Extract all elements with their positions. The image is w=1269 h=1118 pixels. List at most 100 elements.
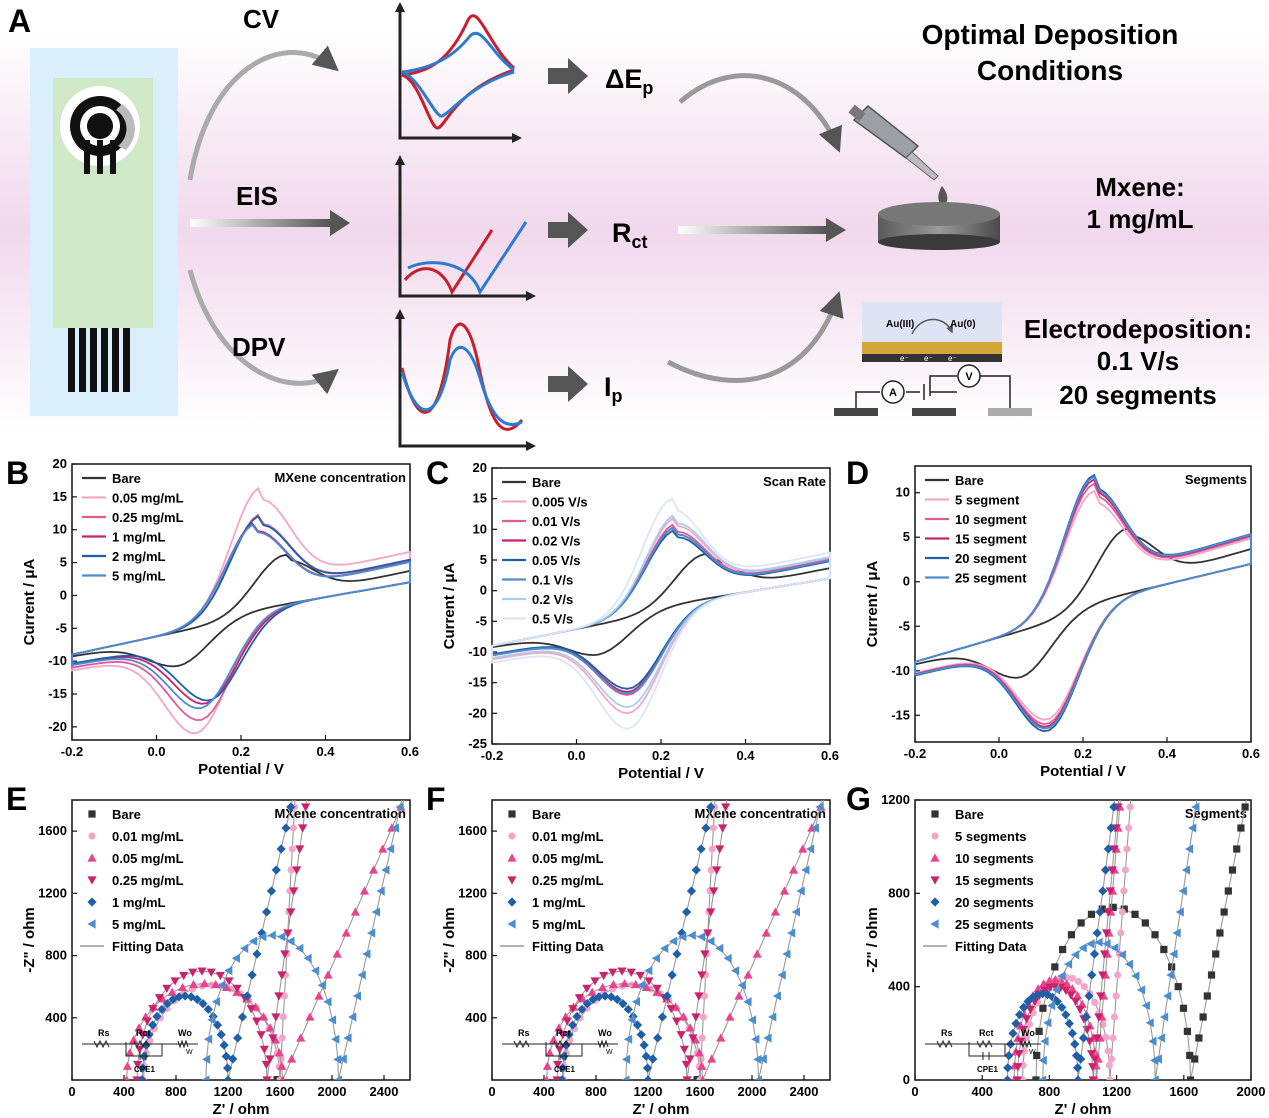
data-point [777,970,786,980]
legend-entry: 5 segments [955,829,1027,844]
data-point [544,1075,550,1080]
data-point [724,782,733,790]
data-point [157,1004,167,1014]
data-point [542,1061,552,1070]
data-point [1102,939,1111,949]
data-point [323,970,333,979]
data-point [1172,928,1181,938]
y-tick-label: 5 [480,552,487,567]
data-point [678,1012,689,1021]
data-point [1163,991,1172,1001]
x-tick-label: 0.0 [147,744,165,759]
data-point [385,844,395,854]
data-point [1141,1000,1150,1011]
data-point [289,824,297,832]
electrodeposition-label: Electrodeposition: [1024,314,1252,344]
mini-eis-plot [395,155,536,301]
data-point [323,997,332,1007]
data-point [338,1054,347,1064]
data-point [687,930,696,940]
data-point [1216,929,1224,937]
data-point [815,802,824,812]
x-axis-label: Potential / V [618,765,704,782]
x-tick-label: 2400 [370,1084,399,1099]
x-tick-label: 0 [488,1084,495,1099]
data-point [1067,984,1077,993]
data-point [747,1015,757,1025]
data-point [231,953,240,963]
plot-annotation: Scan Rate [763,474,826,489]
data-point [1008,1028,1018,1038]
data-point [1117,929,1125,937]
data-point [357,970,366,980]
data-point [590,977,600,986]
data-point [770,907,780,916]
x-tick-label: 400 [113,1084,135,1099]
data-point [1077,919,1085,927]
data-point [635,971,645,981]
data-point [1047,1000,1056,1011]
data-point [1110,1013,1119,1021]
data-point [598,982,608,992]
y-tick-label: 800 [45,948,67,963]
data-point [292,782,299,789]
data-point [221,1051,231,1061]
data-point [1237,824,1245,832]
data-point [1128,782,1135,789]
y-tick-label: -20 [48,719,67,734]
data-point [133,1060,143,1070]
data-point [618,998,628,1009]
data-point [694,1048,705,1057]
data-point [582,998,592,1009]
data-point [248,936,258,946]
data-point [1071,997,1081,1007]
data-point [296,1033,306,1042]
data-point [715,943,724,954]
y-tick-label: 1200 [881,792,910,807]
legend-entry: 1 mg/mL [112,530,166,545]
circuit-label-cpe: CPE1 [554,1065,575,1074]
data-point [1191,1055,1199,1063]
data-point [666,1005,676,1014]
y-tick-label: 0 [903,574,910,589]
data-point [758,1054,767,1064]
cv-series-3 [491,523,831,696]
data-point [1124,959,1133,969]
data-point [142,1017,152,1026]
x-tick-label: 2000 [318,1084,347,1099]
data-point [1070,1039,1080,1049]
method-eis-label: EIS [236,181,278,211]
data-point [810,823,819,833]
data-point [1078,1033,1089,1043]
data-point [672,949,682,959]
legend-entry: Bare [955,807,984,822]
panel-label: G [846,781,871,817]
data-point [1103,908,1114,917]
data-point [768,1012,777,1022]
data-point [277,1061,287,1070]
data-point [228,1054,238,1064]
electrode-disk-icon [878,202,1000,250]
circuit-label-w: W [606,1049,613,1056]
data-point [246,1005,256,1014]
data-point [162,984,172,993]
data-point [660,943,669,954]
x-tick-label: 1200 [214,1084,243,1099]
data-point [278,1034,286,1042]
method-dpv-label: DPV [232,332,286,362]
au-0-label: Au(0) [950,319,976,330]
data-point [332,949,342,958]
legend-entry: 0.5 V/s [532,612,573,627]
data-point [787,928,796,938]
legend-entry: Bare [532,475,561,490]
schematic-background [0,30,1269,430]
y-tick-label: 400 [465,1010,487,1025]
x-tick-label: 2400 [790,1084,819,1099]
data-point [820,781,828,790]
data-point [648,1054,658,1064]
data-point [341,928,351,937]
data-point [1063,959,1073,969]
cv-series-6 [914,475,1252,730]
legend-marker [930,897,940,907]
legend-marker [930,853,940,862]
